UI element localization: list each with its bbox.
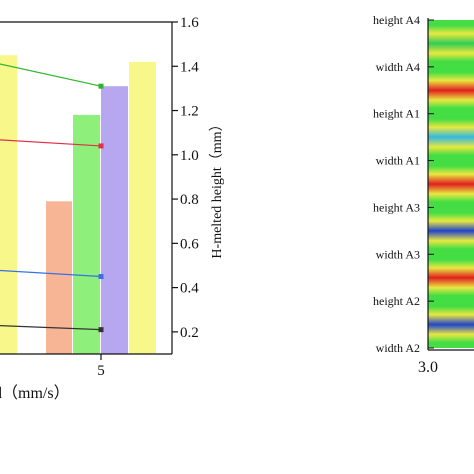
right-y-tick-label: 0.4 bbox=[180, 281, 199, 297]
heatmap-row-label: height A4 bbox=[373, 13, 420, 27]
right-y-tick-label: 1.2 bbox=[180, 104, 199, 120]
bar bbox=[129, 61, 156, 355]
series-line bbox=[0, 63, 102, 87]
heatmap-row-label: width A4 bbox=[376, 60, 420, 74]
series-marker bbox=[98, 83, 104, 89]
series-line bbox=[0, 269, 102, 278]
series-line bbox=[0, 139, 102, 147]
heatmap-row-label: height A2 bbox=[373, 294, 420, 308]
heatmap-chart: height A4 width A4 height A1 width A1 height… bbox=[373, 13, 474, 376]
heatmap-row-label: width A2 bbox=[376, 341, 420, 355]
bar bbox=[46, 201, 72, 354]
bar bbox=[101, 86, 128, 354]
series-line bbox=[0, 325, 102, 331]
series-marker bbox=[98, 327, 104, 333]
x-axis-title-fragment: d（mm/s） bbox=[0, 384, 70, 402]
heatmap-row-label: height A3 bbox=[373, 200, 420, 214]
right-y-tick-label: 1.4 bbox=[180, 59, 199, 75]
right-y-tick-label: 0.2 bbox=[180, 325, 199, 341]
bars bbox=[0, 55, 156, 355]
series-marker bbox=[98, 143, 104, 149]
heatmap-row-label: height A1 bbox=[373, 107, 420, 121]
right-y-tick-label: 0.6 bbox=[180, 236, 199, 252]
x-ticks: 5 bbox=[97, 354, 105, 379]
x-tick-label: 5 bbox=[97, 363, 105, 379]
bar-line-chart: 0.2 0.4 0.6 0.8 1.0 1.2 1.4 1.6 5 H-melted heig… bbox=[0, 15, 225, 402]
heatmap-x-tick-label: 3.0 bbox=[418, 359, 438, 376]
bar bbox=[73, 114, 100, 355]
right-y-tick-label: 1.0 bbox=[180, 148, 199, 164]
bar bbox=[0, 55, 17, 354]
right-y-tick-label: 1.6 bbox=[180, 15, 199, 31]
heatmap-row-label: width A3 bbox=[376, 247, 420, 261]
heatmap-strip bbox=[428, 20, 474, 348]
right-y-axis-title: H-melted height（mm） bbox=[209, 117, 225, 258]
heatmap-row-labels: height A4 width A4 height A1 width A1 height… bbox=[373, 13, 434, 355]
heatmap-row-label: width A1 bbox=[376, 154, 420, 168]
series-marker bbox=[98, 274, 104, 280]
right-y-tick-label: 0.8 bbox=[180, 192, 199, 208]
series-lines bbox=[0, 63, 104, 333]
right-y-ticks: 0.2 0.4 0.6 0.8 1.0 1.2 1.4 1.6 bbox=[172, 15, 199, 341]
